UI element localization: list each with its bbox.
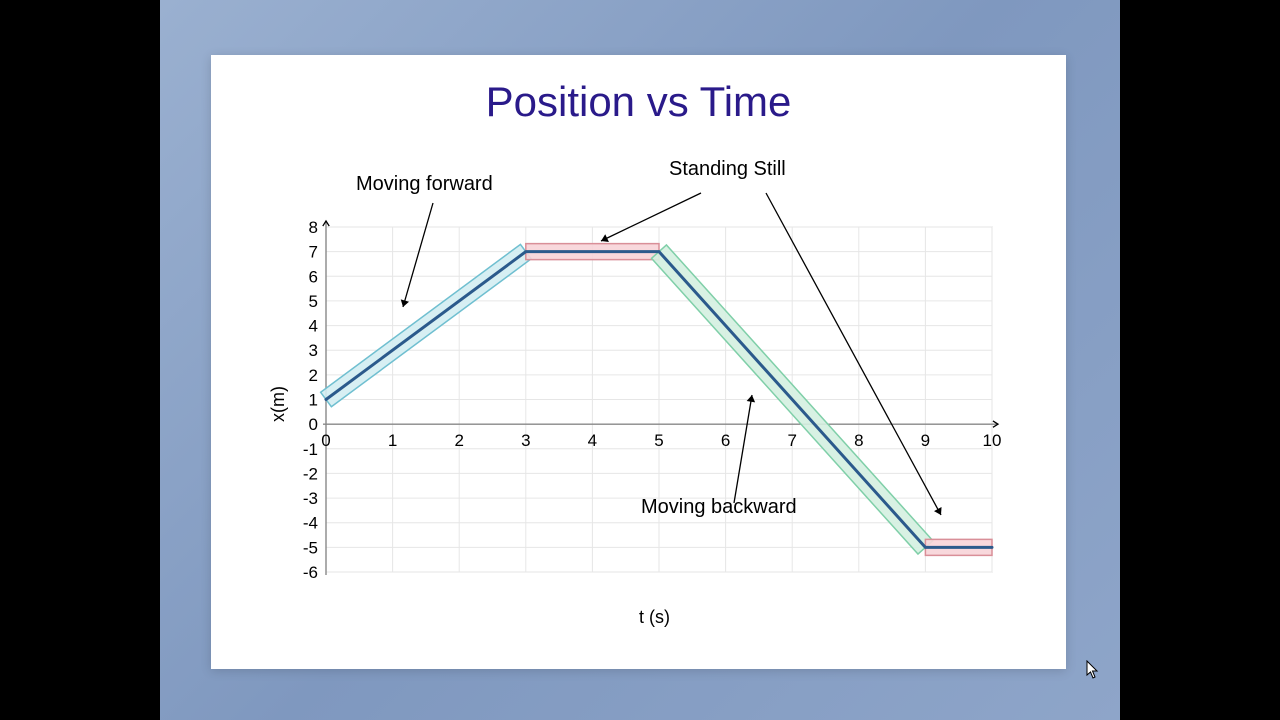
svg-text:4: 4	[309, 317, 318, 336]
svg-text:0: 0	[321, 431, 330, 450]
svg-text:3: 3	[309, 341, 318, 360]
svg-text:-1: -1	[303, 440, 318, 459]
svg-text:7: 7	[787, 431, 796, 450]
svg-text:7: 7	[309, 243, 318, 262]
svg-text:1: 1	[388, 431, 397, 450]
svg-text:6: 6	[721, 431, 730, 450]
svg-text:2: 2	[309, 366, 318, 385]
svg-text:2: 2	[454, 431, 463, 450]
x-axis-label: t (s)	[639, 607, 670, 628]
svg-text:9: 9	[921, 431, 930, 450]
svg-text:5: 5	[654, 431, 663, 450]
svg-text:Moving backward: Moving backward	[641, 496, 797, 518]
cursor-icon	[1086, 660, 1100, 680]
svg-text:6: 6	[309, 267, 318, 286]
position-time-chart: 012345678910-6-5-4-3-2-1012345678Moving …	[211, 55, 1066, 669]
svg-text:0: 0	[309, 415, 318, 434]
svg-text:8: 8	[309, 218, 318, 237]
svg-text:3: 3	[521, 431, 530, 450]
slide-card: Position vs Time 012345678910-6-5-4-3-2-…	[211, 55, 1066, 669]
svg-text:10: 10	[983, 431, 1002, 450]
svg-text:8: 8	[854, 431, 863, 450]
svg-text:Moving forward: Moving forward	[356, 173, 493, 195]
svg-text:1: 1	[309, 391, 318, 410]
svg-text:-5: -5	[303, 538, 318, 557]
svg-text:4: 4	[588, 431, 597, 450]
svg-text:-2: -2	[303, 464, 318, 483]
svg-text:-6: -6	[303, 563, 318, 582]
svg-text:-3: -3	[303, 489, 318, 508]
svg-text:5: 5	[309, 292, 318, 311]
y-axis-label: x(m)	[268, 386, 289, 422]
svg-text:Standing Still: Standing Still	[669, 158, 786, 180]
viewport: Position vs Time 012345678910-6-5-4-3-2-…	[0, 0, 1280, 720]
svg-text:-4: -4	[303, 514, 318, 533]
